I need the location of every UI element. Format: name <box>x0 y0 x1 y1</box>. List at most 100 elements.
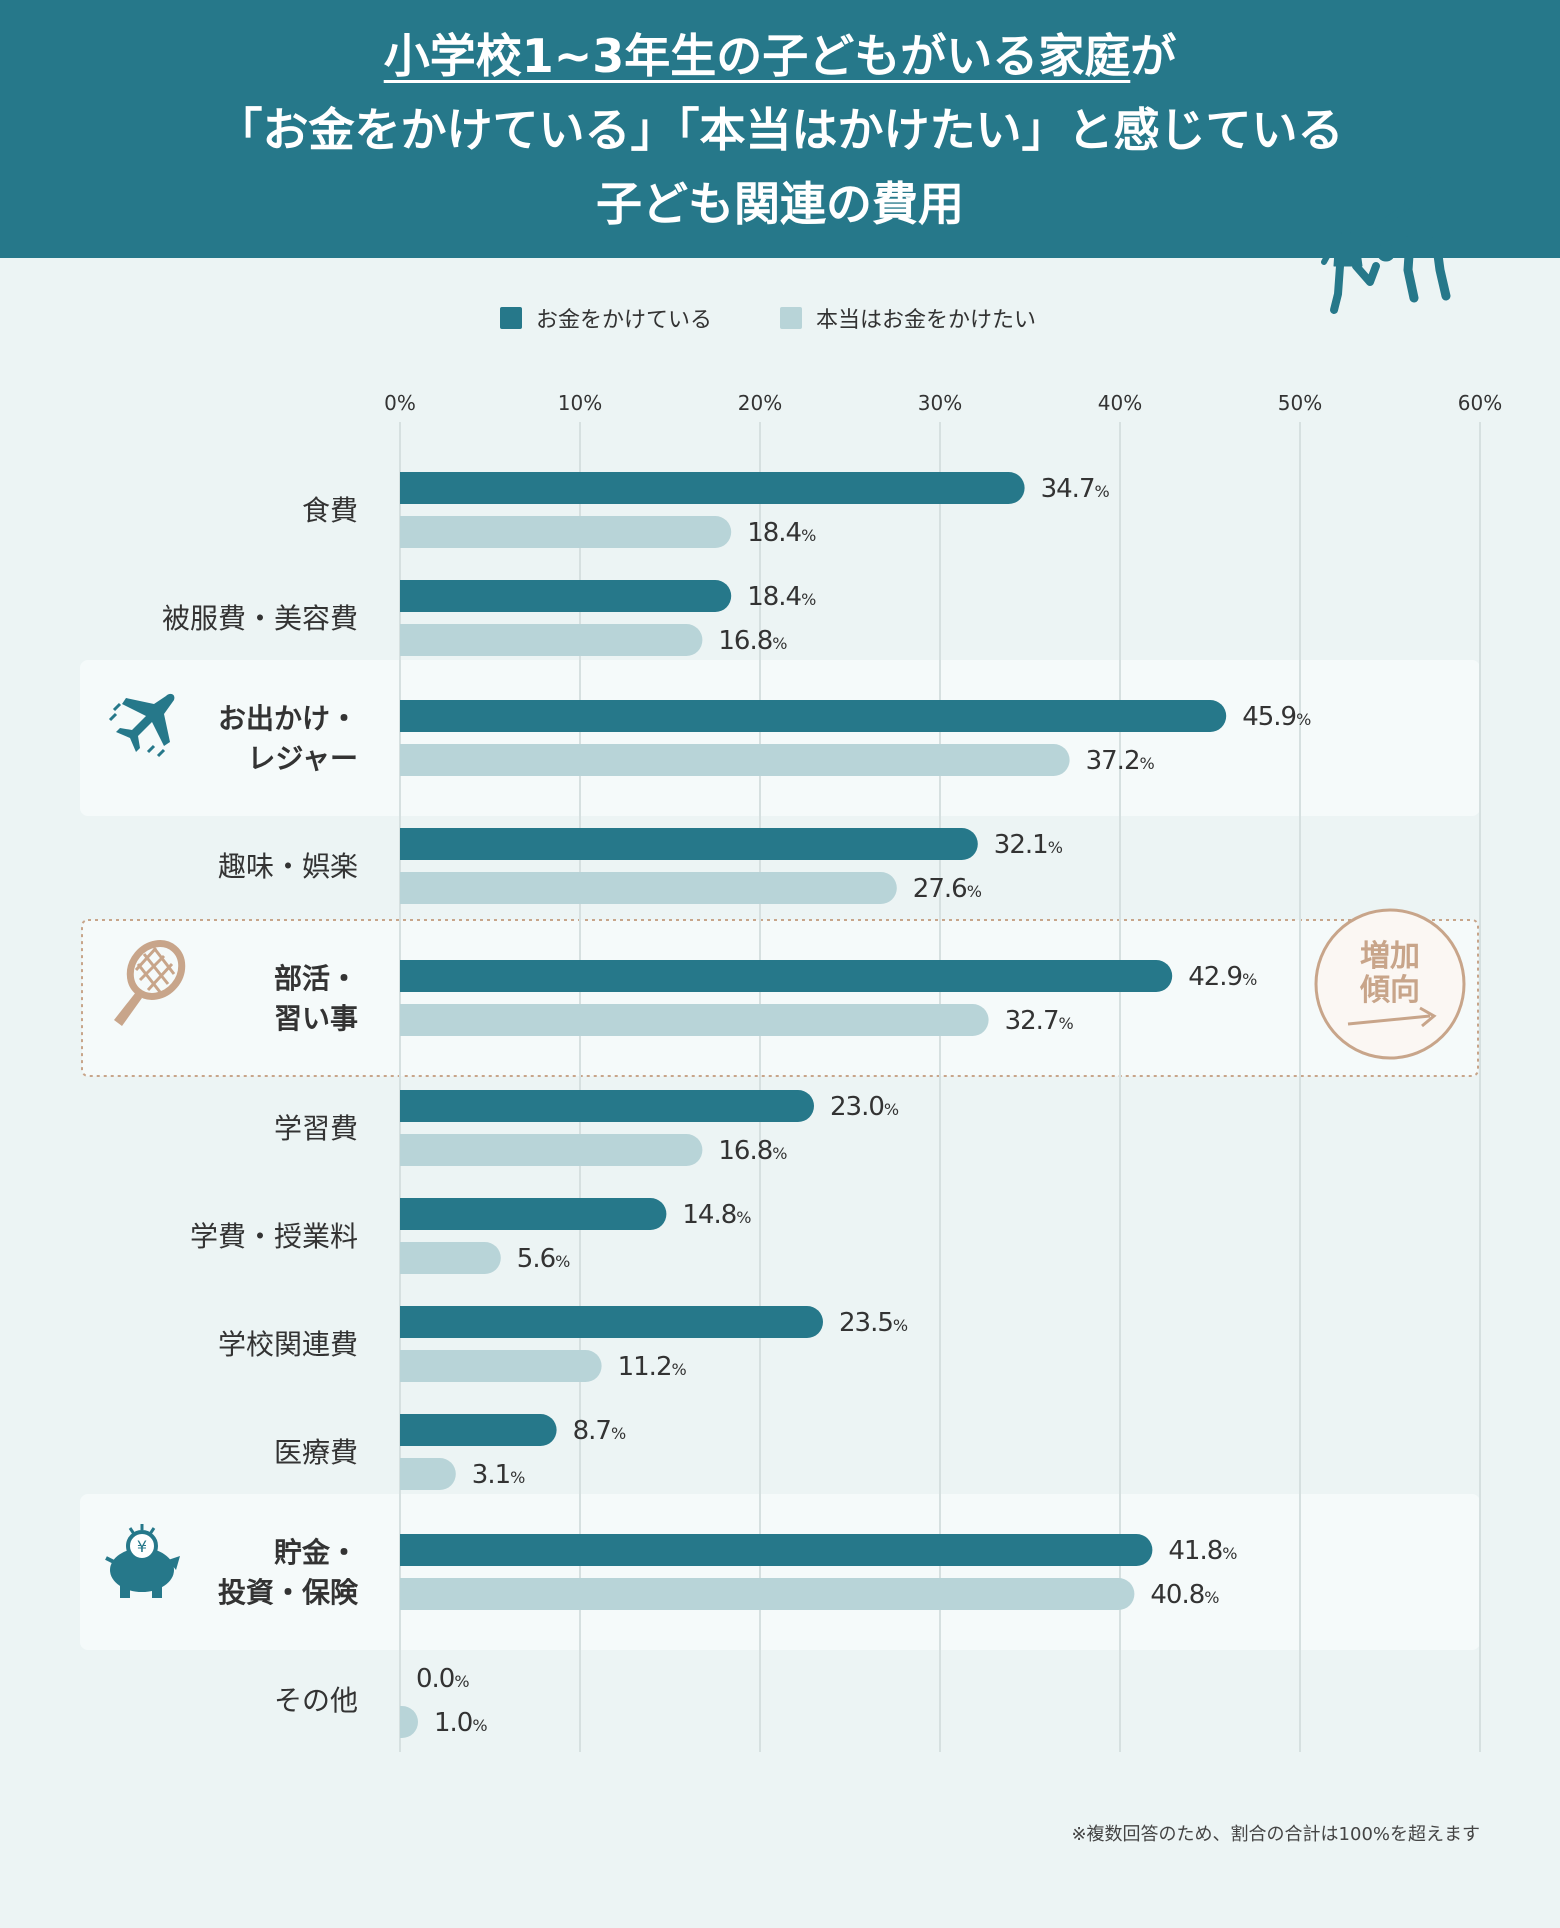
title-line-1-rest: が <box>1130 29 1177 83</box>
data-label-unit: % <box>555 1252 570 1271</box>
data-label: 16.8% <box>718 626 787 656</box>
category-label: 部活・ <box>274 962 358 995</box>
bar <box>400 1534 1153 1566</box>
bar <box>400 1090 814 1122</box>
data-label-unit: % <box>893 1316 908 1335</box>
legend-label-series-2: 本当はお金をかけたい <box>816 308 1037 333</box>
data-label: 34.7% <box>1041 474 1110 504</box>
stamp-text: 傾向 <box>1359 973 1420 1008</box>
legend-item-series-2: 本当はお金をかけたい <box>780 302 1036 334</box>
footnote: ※複数回答のため、割合の合計は100%を超えます <box>1071 1824 1480 1845</box>
data-label-unit: % <box>1222 1544 1237 1563</box>
data-label-unit: % <box>736 1208 751 1227</box>
data-label-unit: % <box>611 1424 626 1443</box>
bar <box>400 472 1025 504</box>
stamp-text: 増加 <box>1360 939 1420 974</box>
data-label: 11.2% <box>618 1352 687 1382</box>
category-label: その他 <box>274 1684 358 1717</box>
data-label-unit: % <box>801 590 816 609</box>
data-label: 18.4% <box>747 518 816 548</box>
title-line-3: 子ども関連の費用 <box>596 177 964 231</box>
data-label-unit: % <box>1139 754 1154 773</box>
data-label-unit: % <box>1094 482 1109 501</box>
soccer-players-icon <box>1321 174 1454 314</box>
legend-swatch-series-2 <box>780 307 802 329</box>
bar <box>400 580 732 612</box>
header-banner: 小学校1~3年生の子どもがいる家庭が 「お金をかけている」「本当はかけたい」と感… <box>0 0 1560 258</box>
category-label: 学習費 <box>274 1112 358 1145</box>
title-underlined: 小学校1~3年生の子どもがいる家庭 <box>383 29 1131 83</box>
data-label: 45.9% <box>1242 702 1311 732</box>
data-label-unit: % <box>967 882 982 901</box>
data-label-unit: % <box>472 1716 487 1735</box>
data-label-unit: % <box>510 1468 525 1487</box>
data-label-unit: % <box>454 1672 469 1691</box>
x-tick-label: 40% <box>1098 391 1142 415</box>
data-label-unit: % <box>1296 710 1311 729</box>
data-label: 8.7% <box>573 1416 626 1446</box>
highlight-row-box <box>81 919 1479 1077</box>
data-label: 16.8% <box>718 1136 787 1166</box>
data-label-unit: % <box>1058 1014 1073 1033</box>
bar <box>400 1242 501 1274</box>
stamp-arrowhead <box>1419 1006 1437 1028</box>
x-tick-label: 20% <box>738 391 782 415</box>
data-label: 14.8% <box>682 1200 751 1230</box>
airplane-icon <box>108 693 175 758</box>
data-label-unit: % <box>884 1100 899 1119</box>
title-line-2: 「お金をかけている」「本当はかけたい」と感じている <box>216 103 1344 157</box>
highlight-row-box <box>80 660 1480 816</box>
bar <box>400 1458 456 1490</box>
tennis-racket-icon <box>114 940 186 1026</box>
highlight-row-box <box>80 1494 1480 1650</box>
bar <box>400 516 732 548</box>
data-label-unit: % <box>801 526 816 545</box>
category-label: 趣味・娯楽 <box>218 850 358 883</box>
category-label: 学校関連費 <box>218 1328 358 1361</box>
data-label-unit: % <box>772 634 787 653</box>
data-label: 32.1% <box>994 830 1063 860</box>
bar <box>400 1350 602 1382</box>
category-label: 食費 <box>302 494 358 527</box>
stamp-arrow <box>1347 1014 1431 1026</box>
legend: お金をかけている 本当はお金をかけたい <box>0 302 1560 334</box>
data-label: 1.0% <box>434 1708 487 1738</box>
category-label: 医療費 <box>274 1436 358 1469</box>
x-tick-label: 30% <box>918 391 962 415</box>
category-label: 貯金・ <box>274 1536 358 1569</box>
bar <box>400 700 1227 732</box>
bar <box>400 872 897 904</box>
category-label: 学費・授業料 <box>190 1220 358 1253</box>
title-line-1: 小学校1~3年生の子どもがいる家庭が <box>0 26 1560 86</box>
data-label: 3.1% <box>472 1460 525 1490</box>
legend-swatch-series-1 <box>500 307 522 329</box>
data-label: 18.4% <box>747 582 816 612</box>
x-tick-label: 60% <box>1458 391 1502 415</box>
bar <box>400 1198 667 1230</box>
category-label: 被服費・美容費 <box>162 602 358 635</box>
data-label-unit: % <box>772 1144 787 1163</box>
data-label-unit: % <box>1048 838 1063 857</box>
data-label-unit: % <box>671 1360 686 1379</box>
data-label-unit: % <box>1204 1588 1219 1607</box>
category-label: レジャー <box>247 742 358 775</box>
bar <box>400 1706 418 1738</box>
data-label: 23.0% <box>830 1092 899 1122</box>
bar <box>400 1578 1135 1610</box>
legend-item-series-1: お金をかけている <box>500 302 712 334</box>
bar <box>400 1134 703 1166</box>
x-tick-label: 10% <box>558 391 602 415</box>
x-tick-label: 50% <box>1278 391 1322 415</box>
data-label: 27.6% <box>913 874 982 904</box>
data-label: 0.0% <box>416 1664 469 1694</box>
bar <box>400 828 978 860</box>
svg-text:¥: ¥ <box>137 1537 147 1556</box>
bar <box>400 744 1070 776</box>
x-tick-label: 0% <box>384 391 416 415</box>
data-label-unit: % <box>1242 970 1257 989</box>
category-label: 投資・保険 <box>218 1576 359 1609</box>
data-label: 5.6% <box>517 1244 570 1274</box>
category-label: お出かけ・ <box>218 702 358 735</box>
